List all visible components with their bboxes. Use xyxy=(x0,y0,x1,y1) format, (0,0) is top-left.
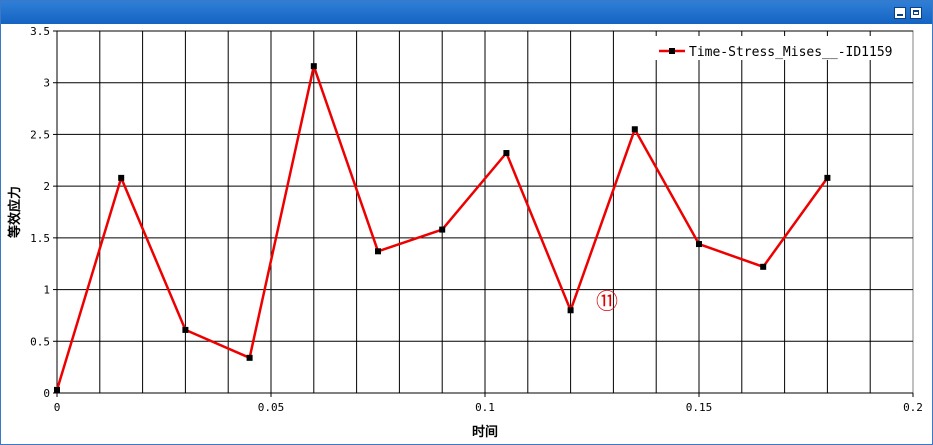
y-tick-label: 1.5 xyxy=(30,232,50,245)
y-tick-label: 2 xyxy=(43,180,50,193)
series-layer xyxy=(54,63,831,393)
x-tick-label: 0.05 xyxy=(258,401,285,414)
line-chart: 0 0.5 1 1.5 2 2.5 3 3.5 0 0.05 0.1 0.15 0.2 时间 等效应力… xyxy=(7,25,923,440)
annotation-label: ⑪ xyxy=(596,290,618,315)
legend-marker-swatch xyxy=(669,48,675,54)
data-point xyxy=(246,354,253,361)
y-tick-label: 3 xyxy=(43,77,50,90)
data-point xyxy=(310,63,317,70)
data-point xyxy=(696,241,702,248)
y-axis-title: 等效应力 xyxy=(7,186,23,239)
x-tick-label: 0.15 xyxy=(686,401,713,414)
data-point xyxy=(760,263,767,270)
x-tick-label: 0.2 xyxy=(903,401,923,414)
data-point xyxy=(567,307,574,314)
y-tick-label: 1 xyxy=(43,284,50,297)
data-point xyxy=(439,226,446,233)
y-tick-labels: 0 0.5 1 1.5 2 2.5 3 3.5 xyxy=(30,25,57,400)
data-point xyxy=(631,126,638,133)
y-tick-label: 0.5 xyxy=(30,335,50,348)
data-point xyxy=(118,174,125,181)
data-point xyxy=(182,326,189,333)
title-bar xyxy=(1,1,932,24)
legend: Time-Stress_Mises__-ID1159 xyxy=(653,36,909,60)
minimize-icon[interactable] xyxy=(894,7,906,19)
y-tick-label: 3.5 xyxy=(30,25,50,38)
grid-lines xyxy=(57,30,913,393)
y-tick-label: 0 xyxy=(43,387,50,400)
x-tick-label: 0 xyxy=(54,401,61,414)
data-point xyxy=(375,248,381,255)
legend-label: Time-Stress_Mises__-ID1159 xyxy=(689,45,893,60)
data-point xyxy=(54,386,60,393)
x-tick-labels: 0 0.05 0.1 0.15 0.2 xyxy=(54,393,923,414)
x-axis-title: 时间 xyxy=(472,424,498,440)
data-point xyxy=(824,174,831,181)
legend-background xyxy=(653,36,909,60)
maximize-icon[interactable] xyxy=(910,7,922,19)
data-point xyxy=(503,150,510,157)
x-tick-label: 0.1 xyxy=(475,401,495,414)
y-tick-label: 2.5 xyxy=(30,128,50,141)
